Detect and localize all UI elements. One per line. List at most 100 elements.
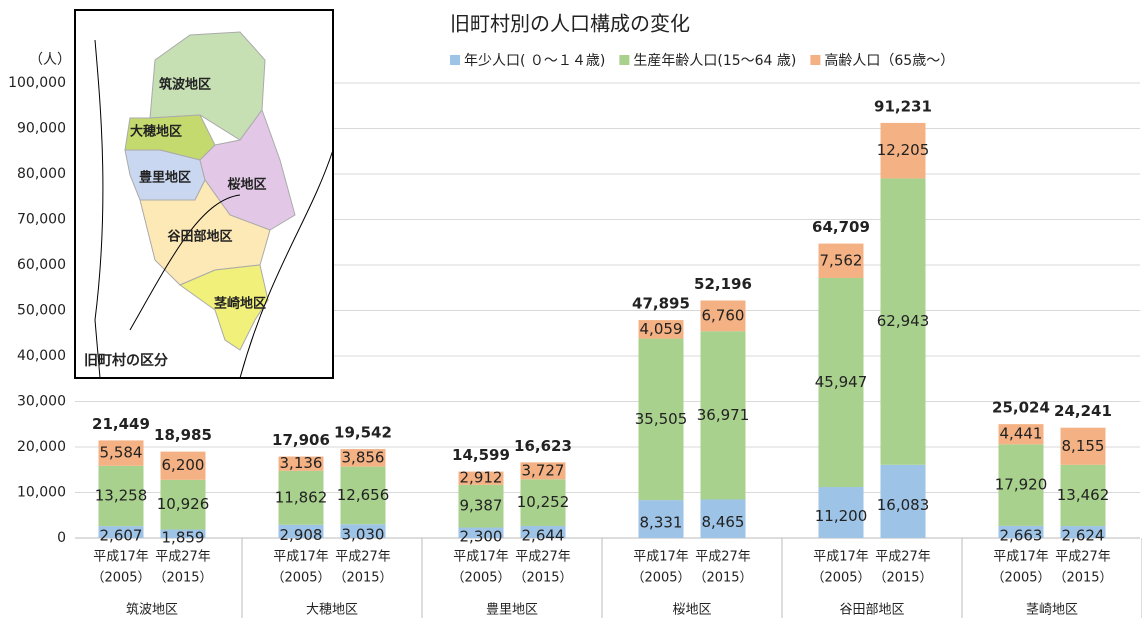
legend-swatch xyxy=(450,55,460,65)
data-label: 2,912 xyxy=(460,469,503,487)
region-label: 茎崎地区 xyxy=(214,296,266,312)
x-tick-label: 平成17年 xyxy=(813,550,869,565)
bar-segment xyxy=(98,526,144,538)
bar-segment xyxy=(520,462,566,480)
x-tick-label: （2015） xyxy=(153,571,212,586)
total-label: 47,895 xyxy=(632,295,690,313)
data-label: 2,300 xyxy=(460,527,503,545)
region-label: 筑波地区 xyxy=(159,77,211,93)
y-tick-label: 10,000 xyxy=(17,485,66,501)
data-label: 45,947 xyxy=(815,373,868,391)
region xyxy=(139,179,271,286)
bar-segment xyxy=(998,525,1044,538)
data-label: 11,862 xyxy=(275,488,328,506)
data-label: 2,644 xyxy=(522,526,565,544)
rail-line xyxy=(239,149,334,379)
data-label: 1,859 xyxy=(162,528,205,546)
y-tick-label: 0 xyxy=(57,530,66,546)
x-tick-label: 平成27年 xyxy=(695,550,751,565)
x-tick-label: 平成17年 xyxy=(993,550,1049,565)
bar-segment xyxy=(278,470,324,525)
map-inset: 筑波地区 大穂地区 豊里地区 桜地区 谷田部地区 茎崎地区 旧町村の区分 xyxy=(74,9,334,379)
data-label: 62,943 xyxy=(877,312,930,330)
bar-segment xyxy=(160,451,206,480)
data-label: 3,727 xyxy=(522,461,565,479)
bar-segment xyxy=(700,331,746,500)
y-tick-label: 30,000 xyxy=(17,394,66,410)
x-tick-label: 平成27年 xyxy=(875,550,931,565)
bar-segment xyxy=(1060,464,1106,527)
group-label: 茎崎地区 xyxy=(1026,603,1078,618)
group-label: 筑波地区 xyxy=(126,602,178,618)
bar-segment xyxy=(98,440,144,466)
y-tick-label: 60,000 xyxy=(17,257,66,273)
data-label: 13,258 xyxy=(95,486,148,504)
x-tick-label: （2015） xyxy=(1053,571,1112,586)
data-label: 8,331 xyxy=(640,514,683,532)
y-tick-label: 100,000 xyxy=(8,75,66,91)
x-tick-label: 平成17年 xyxy=(273,550,329,565)
data-label: 2,663 xyxy=(1000,526,1043,544)
y-tick-label: 40,000 xyxy=(17,348,66,364)
data-label: 2,624 xyxy=(1062,527,1105,545)
group-label: 谷田部地区 xyxy=(839,603,904,618)
x-tick-label: （2005） xyxy=(91,571,150,586)
inset-title: 旧町村の区分 xyxy=(84,352,168,369)
bar-segment xyxy=(818,487,864,538)
x-tick-label: （2015） xyxy=(333,571,392,586)
total-label: 24,241 xyxy=(1054,402,1112,420)
region-label: 大穂地区 xyxy=(130,124,182,140)
data-label: 3,856 xyxy=(342,448,385,466)
bar-segment xyxy=(880,464,926,538)
data-label: 35,505 xyxy=(635,410,688,428)
bar-segment xyxy=(1060,427,1106,465)
y-tick-label: 80,000 xyxy=(17,166,66,182)
bar-segment xyxy=(98,465,144,527)
bar-segment xyxy=(638,320,684,339)
x-tick-label: （2005） xyxy=(631,571,690,586)
bar-segment xyxy=(818,277,864,488)
x-tick-label: 平成27年 xyxy=(335,550,391,565)
data-label: 13,462 xyxy=(1057,486,1110,504)
rail-line xyxy=(129,194,241,331)
bar-segment xyxy=(520,479,566,526)
bar-segment xyxy=(458,527,504,538)
bar-segment xyxy=(818,243,864,278)
region-label: 桜地区 xyxy=(227,177,266,193)
group-label: 大穂地区 xyxy=(306,603,358,618)
legend-label: 生産年齢人口(15～64 歳) xyxy=(633,53,796,69)
bar-segment xyxy=(700,300,746,332)
legend-label: 高齢人口（65歳～） xyxy=(824,52,954,69)
x-tick-label: 平成17年 xyxy=(453,550,509,565)
bar-segment xyxy=(278,524,324,538)
total-label: 25,024 xyxy=(992,399,1050,417)
data-label: 3,030 xyxy=(342,526,385,544)
x-tick-label: （2015） xyxy=(693,571,752,586)
bar-segment xyxy=(340,449,386,467)
legend-swatch xyxy=(810,55,821,65)
data-label: 9,387 xyxy=(460,497,503,515)
legend-label: 年少人口( ０～１４歳) xyxy=(464,53,605,69)
y-tick-label: 70,000 xyxy=(17,212,66,228)
data-label: 12,656 xyxy=(337,486,390,504)
bar-segment xyxy=(160,529,206,538)
bar-segment xyxy=(638,500,684,538)
x-tick-label: 平成27年 xyxy=(515,550,571,565)
total-label: 14,599 xyxy=(452,446,510,464)
group-label: 桜地区 xyxy=(672,603,711,618)
total-label: 64,709 xyxy=(812,218,870,236)
group-label: 豊里地区 xyxy=(486,603,538,618)
region xyxy=(178,264,269,351)
bar-segment xyxy=(520,525,566,538)
region-label: 豊里地区 xyxy=(139,170,191,186)
data-label: 36,971 xyxy=(697,406,750,424)
bar-segment xyxy=(880,122,926,179)
data-label: 2,607 xyxy=(100,527,143,545)
total-label: 19,542 xyxy=(334,424,392,442)
x-tick-label: 平成17年 xyxy=(633,550,689,565)
chart-title: 旧町村別の人口構成の変化 xyxy=(450,12,690,36)
y-tick-label: 50,000 xyxy=(17,303,66,319)
bar-segment xyxy=(880,178,926,465)
bar-segment xyxy=(458,484,504,528)
legend-swatch xyxy=(619,55,630,65)
